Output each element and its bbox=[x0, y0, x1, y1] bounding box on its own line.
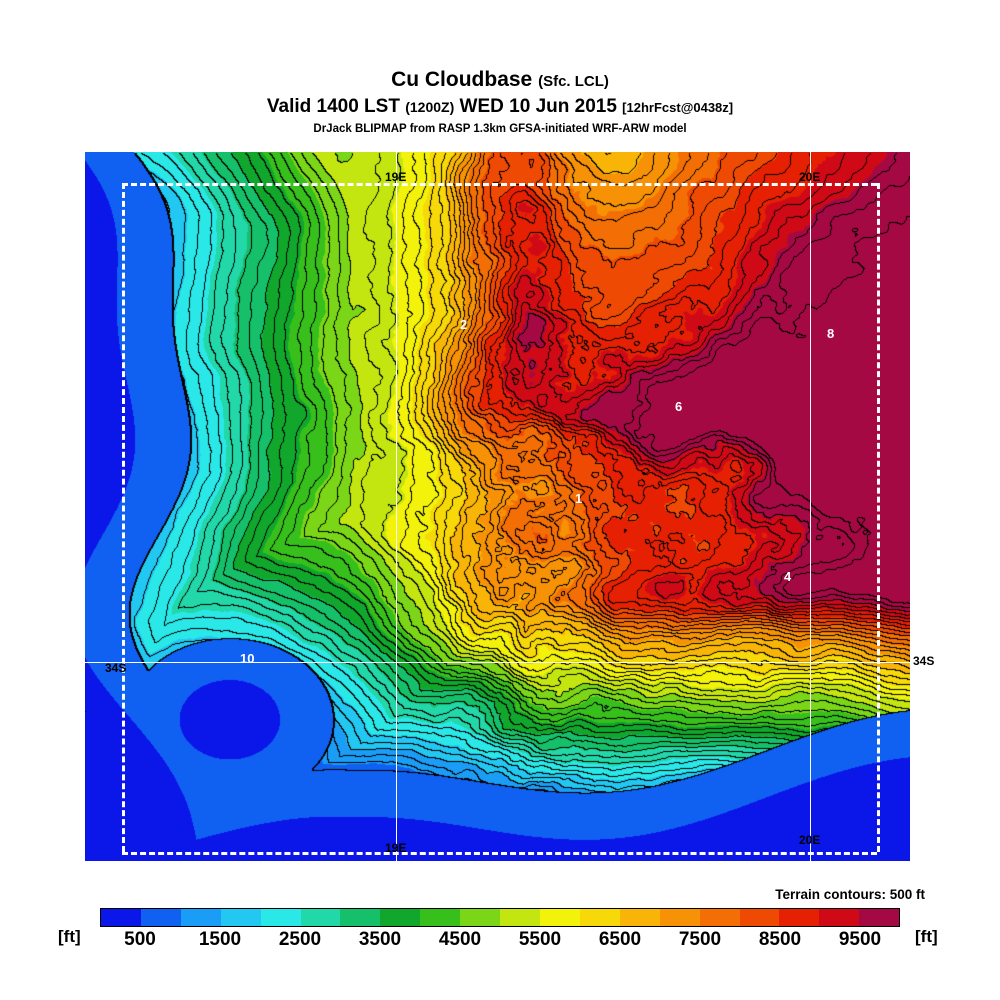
colorbar-swatch-16 bbox=[739, 909, 780, 926]
colorbar-tick-4500: 4500 bbox=[438, 929, 482, 950]
colorbar-swatch-7 bbox=[380, 909, 421, 926]
colorbar-tick-9500: 9500 bbox=[838, 929, 882, 950]
colorbar-tick-2500: 2500 bbox=[278, 929, 322, 950]
valid-date: WED 10 Jun 2015 bbox=[459, 96, 617, 117]
colorbar-swatch-15 bbox=[699, 909, 740, 926]
colorbar-swatch-17 bbox=[779, 909, 820, 926]
colorbar-tick-3500: 3500 bbox=[358, 929, 402, 950]
colorbar-legend: [ft] [ft] 500 1500 2500 3500 4500 5500 6500 750… bbox=[0, 905, 1000, 955]
colorbar-swatch-4 bbox=[260, 909, 301, 926]
colorbar-tick-500: 500 bbox=[124, 929, 156, 950]
colorbar-swatch-10 bbox=[500, 909, 540, 926]
colorbar-tick-8500: 8500 bbox=[758, 929, 802, 950]
forecast-map[interactable]: 19E 20E 19E 20E 2 8 6 1 4 10 bbox=[85, 152, 910, 861]
cloudbase-raster bbox=[85, 152, 910, 861]
colorbar-swatch-3 bbox=[220, 909, 261, 926]
colorbar-swatch-13 bbox=[619, 909, 660, 926]
unit-label-left: [ft] bbox=[58, 927, 81, 946]
colorbar-swatch-0 bbox=[101, 909, 141, 926]
valid-zulu: (1200Z) bbox=[405, 99, 455, 115]
colorbar-swatch-5 bbox=[300, 909, 341, 926]
colorbar-swatch-9 bbox=[460, 909, 501, 926]
title-main-suffix: (Sfc. LCL) bbox=[538, 73, 609, 90]
colorbar-swatch-2 bbox=[180, 909, 221, 926]
colorbar-swatch-18 bbox=[819, 909, 860, 926]
edge-label-34s-left: 34S bbox=[105, 661, 127, 675]
colorbar-tick-7500: 7500 bbox=[678, 929, 722, 950]
colorbar-swatch-14 bbox=[659, 909, 700, 926]
valid-time-line: Valid 1400 LST (1200Z) WED 10 Jun 2015 [… bbox=[0, 96, 1000, 119]
unit-label-right: [ft] bbox=[915, 927, 938, 946]
model-source-line: DrJack BLIPMAP from RASP 1.3km GFSA-init… bbox=[313, 123, 687, 135]
colorbar-swatch-11 bbox=[539, 909, 580, 926]
title-block: Cu Cloudbase (Sfc. LCL) Valid 1400 LST (… bbox=[0, 0, 1000, 136]
terrain-contour-note: Terrain contours: 500 ft bbox=[775, 887, 925, 902]
colorbar-swatch-19 bbox=[859, 909, 900, 926]
colorbar-tick-5500: 5500 bbox=[518, 929, 562, 950]
edge-label-34s-right: 34S bbox=[913, 654, 935, 668]
colorbar-swatch-1 bbox=[140, 909, 181, 926]
page-title: Cu Cloudbase (Sfc. LCL) bbox=[0, 68, 1000, 94]
colorbar-swatches[interactable] bbox=[100, 908, 900, 927]
forecast-tag: [12hrFcst@0438z] bbox=[622, 100, 734, 115]
colorbar-swatch-8 bbox=[420, 909, 461, 926]
colorbar-swatch-12 bbox=[579, 909, 620, 926]
valid-prefix: Valid 1400 LST bbox=[266, 96, 400, 117]
title-main: Cu Cloudbase bbox=[391, 68, 533, 91]
colorbar-tick-1500: 1500 bbox=[198, 929, 242, 950]
colorbar-swatch-6 bbox=[340, 909, 381, 926]
colorbar-tick-labels: 500 1500 2500 3500 4500 5500 6500 7500 8500 9500 bbox=[100, 929, 900, 955]
colorbar-tick-6500: 6500 bbox=[598, 929, 642, 950]
